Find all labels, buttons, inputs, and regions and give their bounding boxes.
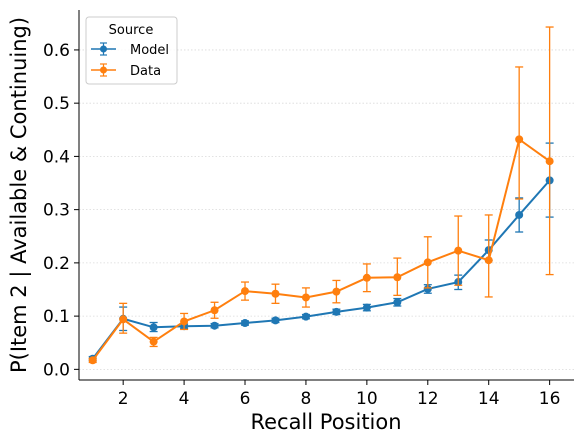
data-point [393, 273, 402, 282]
model-point [332, 307, 341, 316]
model-line [91, 179, 551, 360]
model-point [393, 298, 402, 307]
series-data [88, 26, 554, 365]
grid-lines [79, 49, 574, 370]
y-tick-label: 0.4 [43, 147, 70, 167]
model-point [515, 210, 524, 219]
y-tick-label: 0.2 [43, 254, 70, 274]
data-point [332, 287, 341, 296]
series-model [88, 142, 554, 363]
y-tick-label: 0.0 [43, 360, 70, 380]
data-point [515, 135, 524, 144]
x-tick-label: 2 [118, 389, 129, 409]
x-tick-label: 4 [179, 389, 190, 409]
legend-title: Source [109, 23, 154, 38]
model-point [362, 303, 371, 312]
model-point [271, 316, 280, 325]
model-point [241, 319, 250, 328]
legend: Source Model Data [85, 16, 178, 85]
x-tick-label: 16 [539, 389, 561, 409]
x-tick-label: 12 [417, 389, 439, 409]
y-tick-label: 0.5 [43, 94, 70, 114]
data-point [362, 273, 371, 282]
data-point [88, 356, 97, 365]
data-point [484, 256, 493, 265]
y-axis-label: P(Item 2 | Available & Continuing) [7, 17, 32, 373]
series-layer [88, 26, 554, 365]
y-ticks: 0.0 0.1 0.2 0.3 0.4 0.5 0.6 [43, 41, 79, 380]
legend-data-marker [100, 66, 107, 74]
legend-data-label: Data [130, 64, 161, 79]
data-line [91, 137, 551, 361]
y-tick-label: 0.6 [43, 41, 70, 61]
data-point [119, 315, 128, 324]
legend-box [85, 16, 178, 85]
x-tick-label: 6 [240, 389, 251, 409]
x-tick-label: 10 [356, 389, 378, 409]
data-point [423, 258, 432, 267]
data-point [545, 157, 554, 166]
axes [78, 10, 574, 381]
x-axis-label: Recall Position [250, 410, 401, 434]
x-tick-label: 14 [478, 389, 500, 409]
data-point [301, 293, 310, 302]
data-point [149, 337, 158, 346]
legend-model-marker [100, 45, 107, 53]
legend-entry-data: Data [91, 63, 161, 79]
model-point [210, 321, 219, 330]
model-point [149, 323, 158, 332]
data-point [454, 246, 463, 255]
data-point [271, 289, 280, 298]
legend-model-label: Model [130, 43, 169, 58]
x-tick-label: 8 [301, 389, 312, 409]
model-point [423, 284, 432, 293]
data-point [210, 306, 219, 315]
data-point [180, 317, 189, 326]
legend-entry-model: Model [91, 42, 169, 58]
model-point [301, 312, 310, 321]
x-ticks: 2 4 6 8 10 12 14 16 [118, 380, 561, 409]
y-tick-label: 0.3 [43, 201, 70, 221]
data-point [241, 287, 250, 296]
y-tick-label: 0.1 [43, 307, 70, 327]
